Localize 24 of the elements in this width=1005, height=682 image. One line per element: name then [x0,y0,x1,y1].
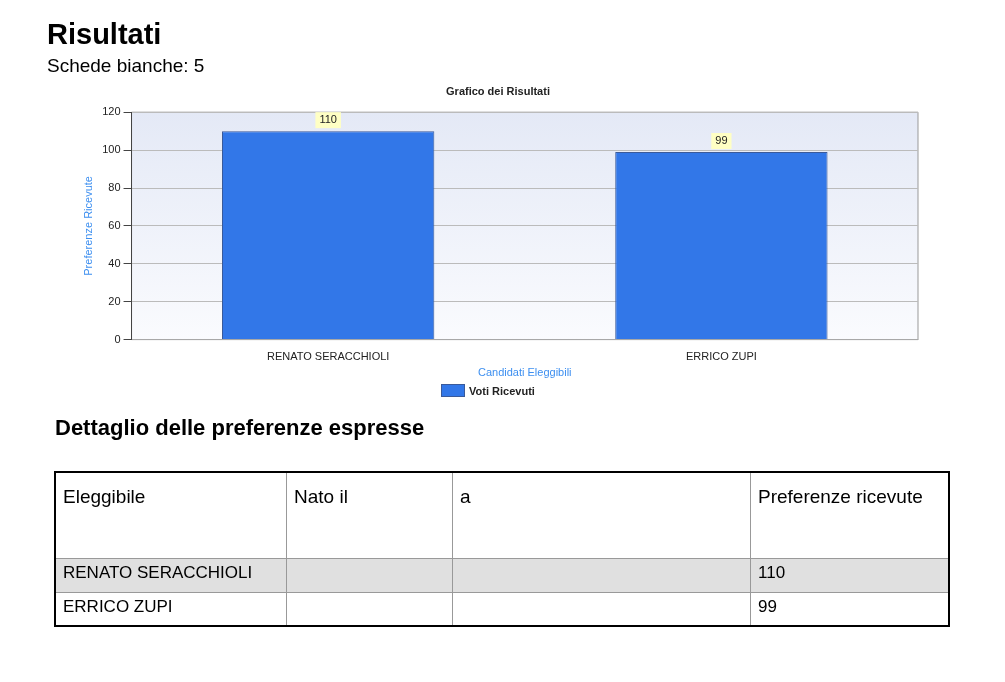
data-label: 110 [319,113,337,126]
y-tick-label: 60 [108,218,121,231]
text: 99 [758,596,777,616]
chart-title: Grafico dei Risultati [446,84,550,97]
category-label: Preferenze ricevute [750,472,949,558]
data-label: 99 [715,134,728,147]
x-axis-title: Candidati Eleggibili [478,366,572,379]
y-tick-label: 40 [108,256,121,269]
text: Dettaglio delle preferenze espresse [55,415,426,441]
text: Risultati [47,18,163,51]
category-label: a [452,472,751,558]
text: 110 [758,562,786,582]
category-label: RENATO SERACCHIOLI [63,562,253,582]
y-tick-label: 100 [102,143,121,156]
y-tick-label: 120 [102,105,121,118]
text: Schede bianche: 5 [47,55,206,77]
y-tick-label: 20 [108,294,121,307]
category-label: ERRICO ZUPI [63,596,173,616]
y-axis-title: Preferenze Ricevute [81,176,94,276]
category-label: Nato il [286,472,453,558]
text: Voti Ricevuti [469,384,535,397]
y-tick-label: 80 [108,181,121,194]
y-tick-label: 0 [114,332,121,345]
category-label: Eleggibile [55,472,287,558]
